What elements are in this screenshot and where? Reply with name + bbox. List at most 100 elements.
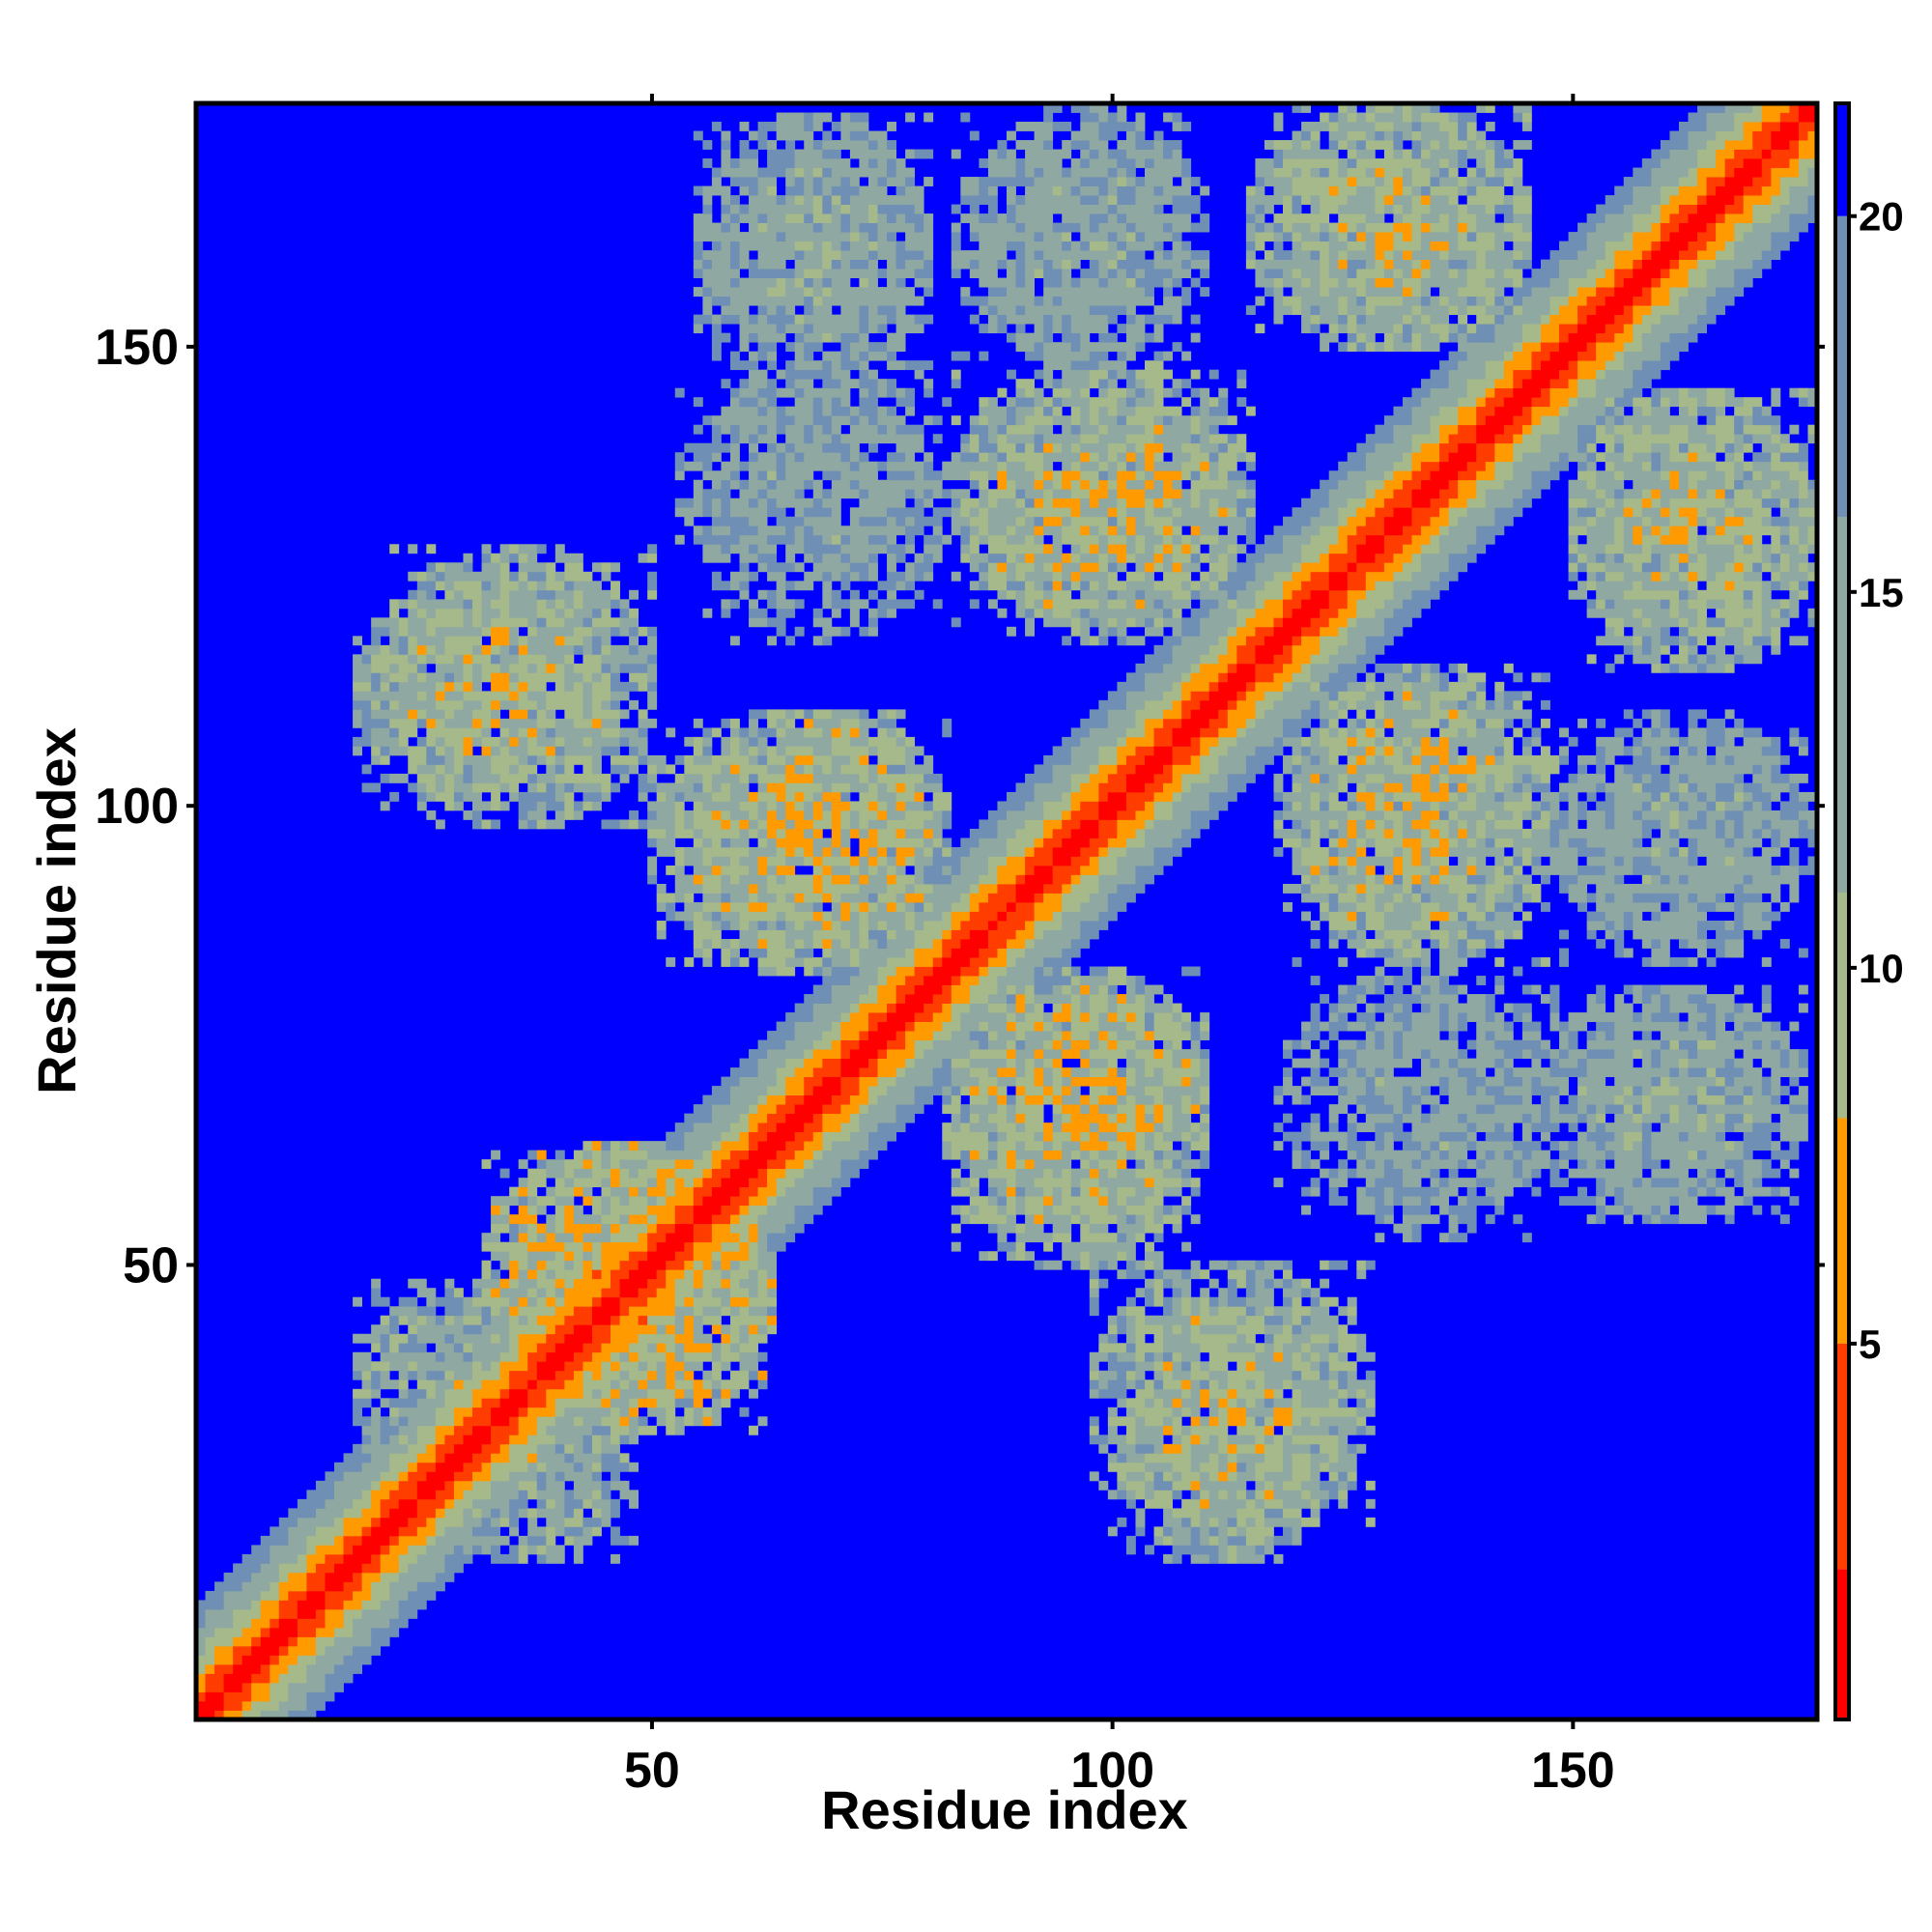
heatmap-cell bbox=[260, 1553, 270, 1564]
heatmap-cell bbox=[739, 856, 750, 867]
heatmap-cell bbox=[684, 507, 695, 518]
heatmap-cell bbox=[767, 497, 778, 508]
heatmap-cell bbox=[895, 865, 906, 875]
heatmap-cell bbox=[527, 544, 538, 554]
heatmap-cell bbox=[729, 250, 740, 260]
heatmap-cell bbox=[767, 351, 778, 361]
heatmap-cell bbox=[693, 1333, 703, 1344]
heatmap-cell bbox=[629, 1343, 639, 1353]
heatmap-cell bbox=[840, 534, 851, 545]
heatmap-cell bbox=[611, 1269, 620, 1280]
heatmap-cell bbox=[757, 534, 768, 545]
heatmap-cell bbox=[749, 415, 758, 426]
heatmap-cell bbox=[509, 672, 520, 683]
heatmap-cell bbox=[611, 1141, 620, 1151]
heatmap-cell bbox=[472, 1278, 482, 1289]
heatmap-cell bbox=[223, 1700, 234, 1711]
heatmap-cell bbox=[757, 351, 768, 361]
heatmap-cell bbox=[794, 838, 805, 848]
heatmap-cell bbox=[435, 1324, 445, 1335]
heatmap-cell bbox=[408, 1324, 418, 1335]
heatmap-cell bbox=[251, 1600, 262, 1610]
heatmap-cell bbox=[776, 819, 786, 830]
heatmap-cell bbox=[629, 1416, 639, 1427]
heatmap-cell bbox=[729, 1233, 740, 1243]
heatmap-cell bbox=[573, 1517, 583, 1527]
heatmap-cell bbox=[499, 581, 510, 591]
heatmap-cell bbox=[831, 222, 841, 233]
heatmap-cell bbox=[527, 1361, 538, 1372]
heatmap-cell bbox=[389, 1406, 400, 1417]
heatmap-cell bbox=[491, 1553, 501, 1564]
heatmap-cell bbox=[270, 1682, 280, 1692]
heatmap-cell bbox=[859, 893, 869, 903]
heatmap-cell bbox=[611, 672, 620, 683]
heatmap-cell bbox=[601, 736, 611, 747]
heatmap-cell bbox=[674, 1150, 685, 1160]
heatmap-cell bbox=[260, 1618, 270, 1629]
heatmap-cell bbox=[205, 1691, 215, 1702]
heatmap-cell bbox=[785, 1178, 796, 1188]
heatmap-cell bbox=[831, 1178, 841, 1188]
heatmap-cell bbox=[794, 379, 805, 389]
heatmap-cell bbox=[591, 589, 602, 600]
heatmap-cell bbox=[749, 1113, 758, 1123]
heatmap-cell bbox=[518, 1269, 528, 1280]
heatmap-cell bbox=[831, 314, 841, 325]
heatmap-cell bbox=[867, 250, 878, 260]
heatmap-cell bbox=[757, 1324, 768, 1335]
heatmap-cell bbox=[914, 994, 924, 1004]
heatmap-cell bbox=[426, 1480, 437, 1491]
heatmap-cell bbox=[196, 1636, 206, 1647]
heatmap-cell bbox=[684, 516, 695, 526]
heatmap-cell bbox=[638, 1141, 648, 1151]
heatmap-cell bbox=[831, 544, 841, 554]
heatmap-cell bbox=[611, 1315, 620, 1325]
heatmap-cell bbox=[859, 1031, 869, 1040]
heatmap-cell bbox=[812, 636, 823, 646]
heatmap-cell bbox=[666, 1260, 676, 1270]
heatmap-cell bbox=[582, 1406, 593, 1417]
heatmap-cell bbox=[638, 1269, 648, 1280]
heatmap-cell bbox=[905, 1021, 916, 1032]
heatmap-cell bbox=[491, 801, 501, 811]
heatmap-cell bbox=[757, 241, 768, 251]
heatmap-cell bbox=[666, 1233, 676, 1243]
heatmap-cell bbox=[739, 204, 750, 214]
heatmap-cell bbox=[278, 1581, 289, 1592]
heatmap-cell bbox=[849, 746, 860, 756]
heatmap-cell bbox=[840, 883, 851, 894]
heatmap-cell bbox=[214, 1673, 224, 1684]
heatmap-cell bbox=[325, 1572, 335, 1582]
heatmap-cell bbox=[859, 158, 869, 168]
heatmap-cell bbox=[812, 250, 823, 260]
heatmap-cell bbox=[822, 782, 833, 793]
heatmap-cell bbox=[611, 1296, 620, 1307]
heatmap-cell bbox=[554, 599, 565, 610]
heatmap-cell bbox=[444, 636, 455, 646]
heatmap-cell bbox=[629, 1159, 639, 1170]
heatmap-cell bbox=[408, 1608, 418, 1619]
heatmap-cell bbox=[749, 1324, 758, 1335]
heatmap-cell bbox=[619, 1251, 630, 1262]
heatmap-cell bbox=[591, 1388, 602, 1399]
heatmap-cell bbox=[629, 1223, 639, 1234]
heatmap-cell bbox=[509, 1498, 520, 1509]
heatmap-cell bbox=[325, 1627, 335, 1637]
heatmap-cell bbox=[546, 691, 556, 701]
heatmap-cell bbox=[416, 1388, 427, 1399]
heatmap-cell bbox=[205, 1710, 215, 1720]
heatmap-cell bbox=[739, 589, 750, 600]
heatmap-cell bbox=[656, 819, 667, 830]
heatmap-cell bbox=[914, 1058, 924, 1068]
heatmap-cell bbox=[812, 1049, 823, 1059]
heatmap-cell bbox=[518, 1498, 528, 1509]
heatmap-cell bbox=[822, 801, 833, 811]
heatmap-cell bbox=[426, 589, 437, 600]
heatmap-cell bbox=[371, 746, 382, 756]
heatmap-cell bbox=[767, 791, 778, 802]
heatmap-cell bbox=[711, 1296, 722, 1307]
heatmap-cell bbox=[647, 810, 658, 820]
heatmap-cell bbox=[794, 112, 805, 123]
heatmap-cell bbox=[757, 222, 768, 233]
